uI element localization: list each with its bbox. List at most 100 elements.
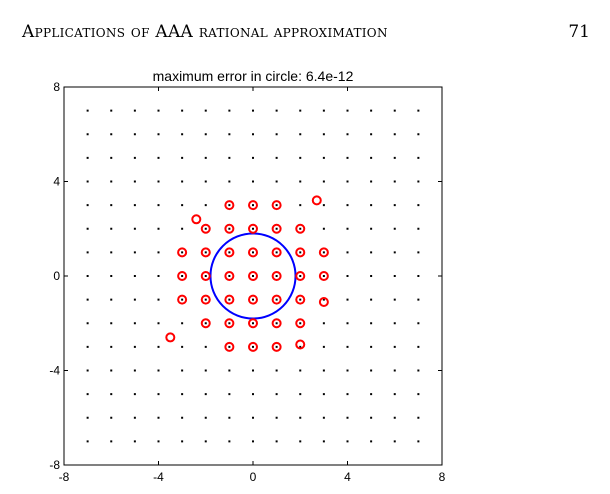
grid-dot [417, 109, 420, 112]
grid-dot [157, 133, 160, 136]
pole-marker [295, 223, 306, 234]
grid-dot [110, 393, 113, 396]
grid-dot [252, 369, 254, 372]
grid-dot [110, 251, 113, 254]
grid-dot [228, 369, 231, 372]
grid-dot [204, 180, 207, 183]
grid-dot [252, 345, 254, 348]
grid-dot [252, 322, 254, 325]
grid-dot [417, 156, 420, 159]
grid-dot [86, 416, 89, 419]
grid-dot [370, 369, 373, 372]
grid-dot [204, 345, 207, 348]
grid-dot [275, 251, 278, 254]
pole-marker [224, 271, 235, 281]
grid-dot [228, 345, 231, 348]
grid-dot [157, 440, 160, 443]
pole-marker [248, 271, 258, 281]
grid-dot [157, 298, 160, 301]
grid-dot [133, 298, 136, 301]
grid-dots [86, 109, 420, 443]
pole-marker [224, 247, 235, 258]
grid-dot [252, 156, 254, 159]
grid-dot [275, 204, 278, 207]
grid-dot [181, 275, 184, 277]
grid-dot [86, 345, 89, 348]
pole-marker [191, 214, 202, 225]
grid-dot [322, 109, 325, 112]
grid-dot [346, 133, 349, 136]
grid-dot [370, 440, 373, 443]
grid-dot [370, 156, 373, 159]
grid-dot [322, 298, 325, 301]
running-head: Applications of AAA rational approximati… [22, 22, 388, 42]
pole-marker [271, 200, 282, 211]
grid-dot [252, 298, 254, 301]
pole-marker [224, 318, 235, 329]
pole-marker [177, 271, 188, 281]
grid-dot [181, 416, 184, 419]
grid-dot [133, 251, 136, 254]
grid-dot [157, 156, 160, 159]
pole-marker [271, 294, 282, 305]
pole-marker [248, 247, 258, 258]
pole-marker [248, 318, 258, 329]
grid-dot [181, 156, 184, 159]
grid-dot [252, 440, 254, 443]
grid-dot [417, 322, 420, 325]
grid-dot [110, 180, 113, 183]
grid-dot [322, 204, 325, 207]
grid-dot [393, 440, 396, 443]
grid-dot [299, 416, 302, 419]
grid-dot [299, 275, 302, 277]
axis-ticks: -8 -4 0 4 8 8 4 0 -4 -8 [49, 80, 445, 484]
grid-dot [393, 133, 396, 136]
grid-dot [110, 345, 113, 348]
grid-dot [228, 156, 231, 159]
grid-dot [228, 440, 231, 443]
pole-marker [248, 294, 258, 305]
grid-dot [181, 204, 184, 207]
grid-dot [204, 275, 207, 277]
grid-dot [346, 227, 349, 230]
pole-marker [248, 341, 258, 352]
pole-marker [318, 271, 329, 281]
pole-marker [165, 332, 176, 343]
grid-dot [370, 109, 373, 112]
grid-dot [204, 251, 207, 254]
grid-dot [275, 298, 278, 301]
grid-dot [299, 345, 302, 348]
grid-dot [133, 275, 136, 277]
x-tick-label: 8 [439, 470, 446, 484]
grid-dot [204, 322, 207, 325]
grid-dot [133, 204, 136, 207]
pole-marker [224, 223, 235, 234]
pole-marker [224, 341, 235, 352]
grid-dot [228, 275, 231, 277]
grid-dot [181, 251, 184, 254]
grid-dot [204, 369, 207, 372]
grid-dot [110, 369, 113, 372]
grid-dot [346, 251, 349, 254]
pole-marker [271, 341, 282, 352]
grid-dot [370, 180, 373, 183]
grid-dot [370, 416, 373, 419]
grid-dot [204, 393, 207, 396]
y-tick-label: 4 [53, 175, 60, 189]
grid-dot [322, 133, 325, 136]
grid-dot [275, 227, 278, 230]
grid-dot [133, 227, 136, 230]
grid-dot [417, 227, 420, 230]
grid-dot [252, 109, 254, 112]
grid-dot [204, 227, 207, 230]
grid-dot [346, 345, 349, 348]
grid-dot [228, 298, 231, 301]
grid-dot [110, 156, 113, 159]
grid-dot [275, 322, 278, 325]
grid-dot [322, 369, 325, 372]
pole-marker [295, 271, 306, 281]
grid-dot [204, 298, 207, 301]
grid-dot [181, 109, 184, 112]
grid-dot [417, 180, 420, 183]
grid-dot [346, 275, 349, 277]
